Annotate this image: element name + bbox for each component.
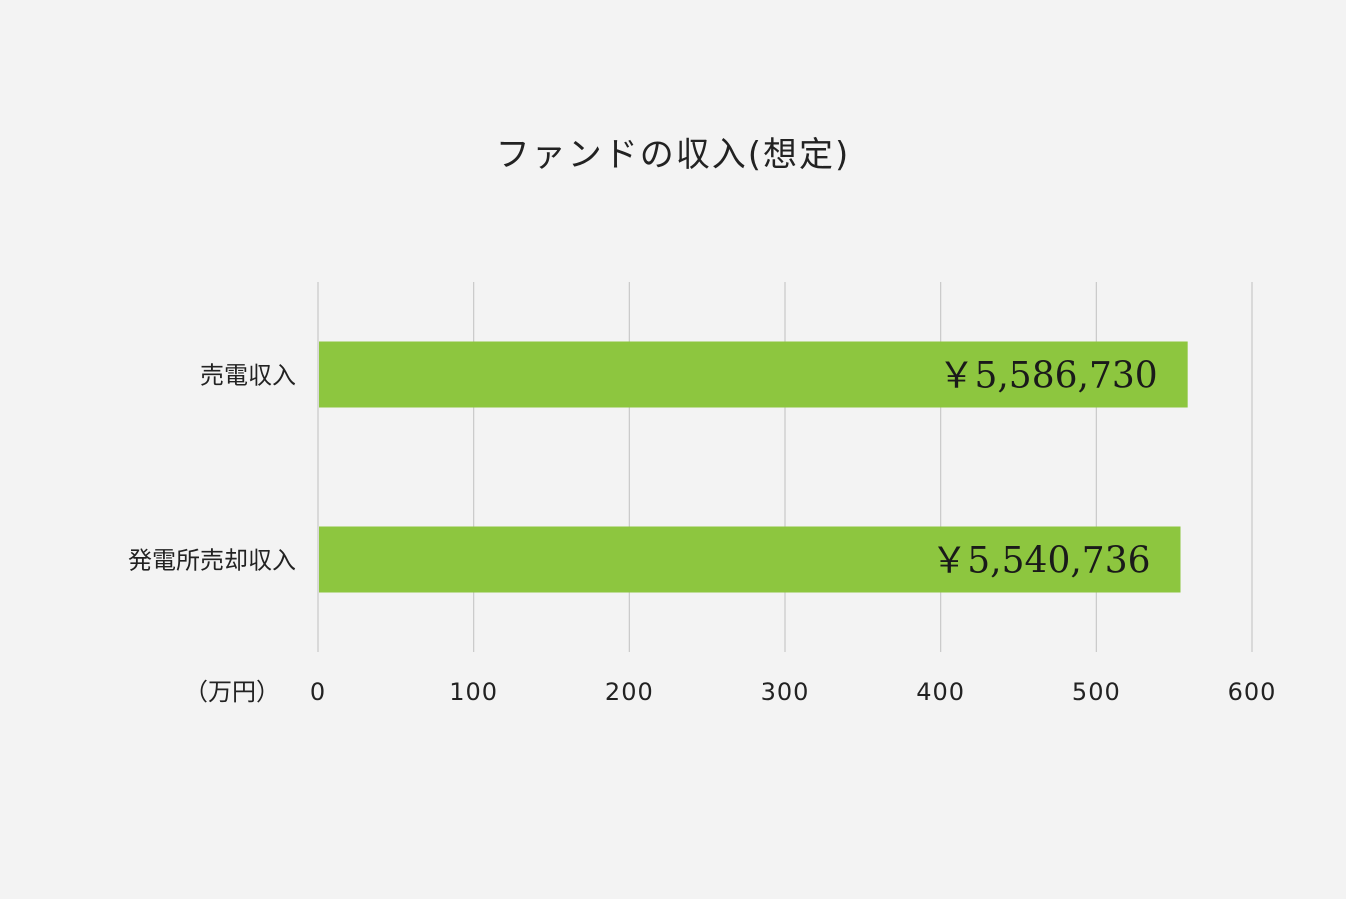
unit-label: （万円）: [184, 678, 280, 706]
x-tick-label-300: 300: [761, 678, 810, 706]
chart-title: ファンドの収入(想定): [496, 135, 851, 175]
bar-2: [319, 526, 1181, 593]
bar-1: [319, 341, 1188, 408]
x-tick-label-100: 100: [449, 678, 498, 706]
bars: ￥5,586,730 ￥5,540,736: [319, 341, 1188, 593]
data-label-1: ￥5,586,730: [938, 356, 1157, 397]
category-label-1: 売電収入: [200, 362, 296, 390]
x-tick-label-400: 400: [916, 678, 965, 706]
data-label-2: ￥5,540,736: [931, 541, 1150, 582]
x-axis-tick-labels: 0 100 200 300 400 500 600: [310, 678, 1277, 706]
gridlines: [317, 282, 1253, 652]
x-tick-label-0: 0: [310, 678, 326, 706]
x-tick-label-600: 600: [1228, 678, 1277, 706]
category-label-2: 発電所売却収入: [128, 547, 296, 575]
x-tick-label-200: 200: [605, 678, 654, 706]
x-tick-label-500: 500: [1072, 678, 1121, 706]
